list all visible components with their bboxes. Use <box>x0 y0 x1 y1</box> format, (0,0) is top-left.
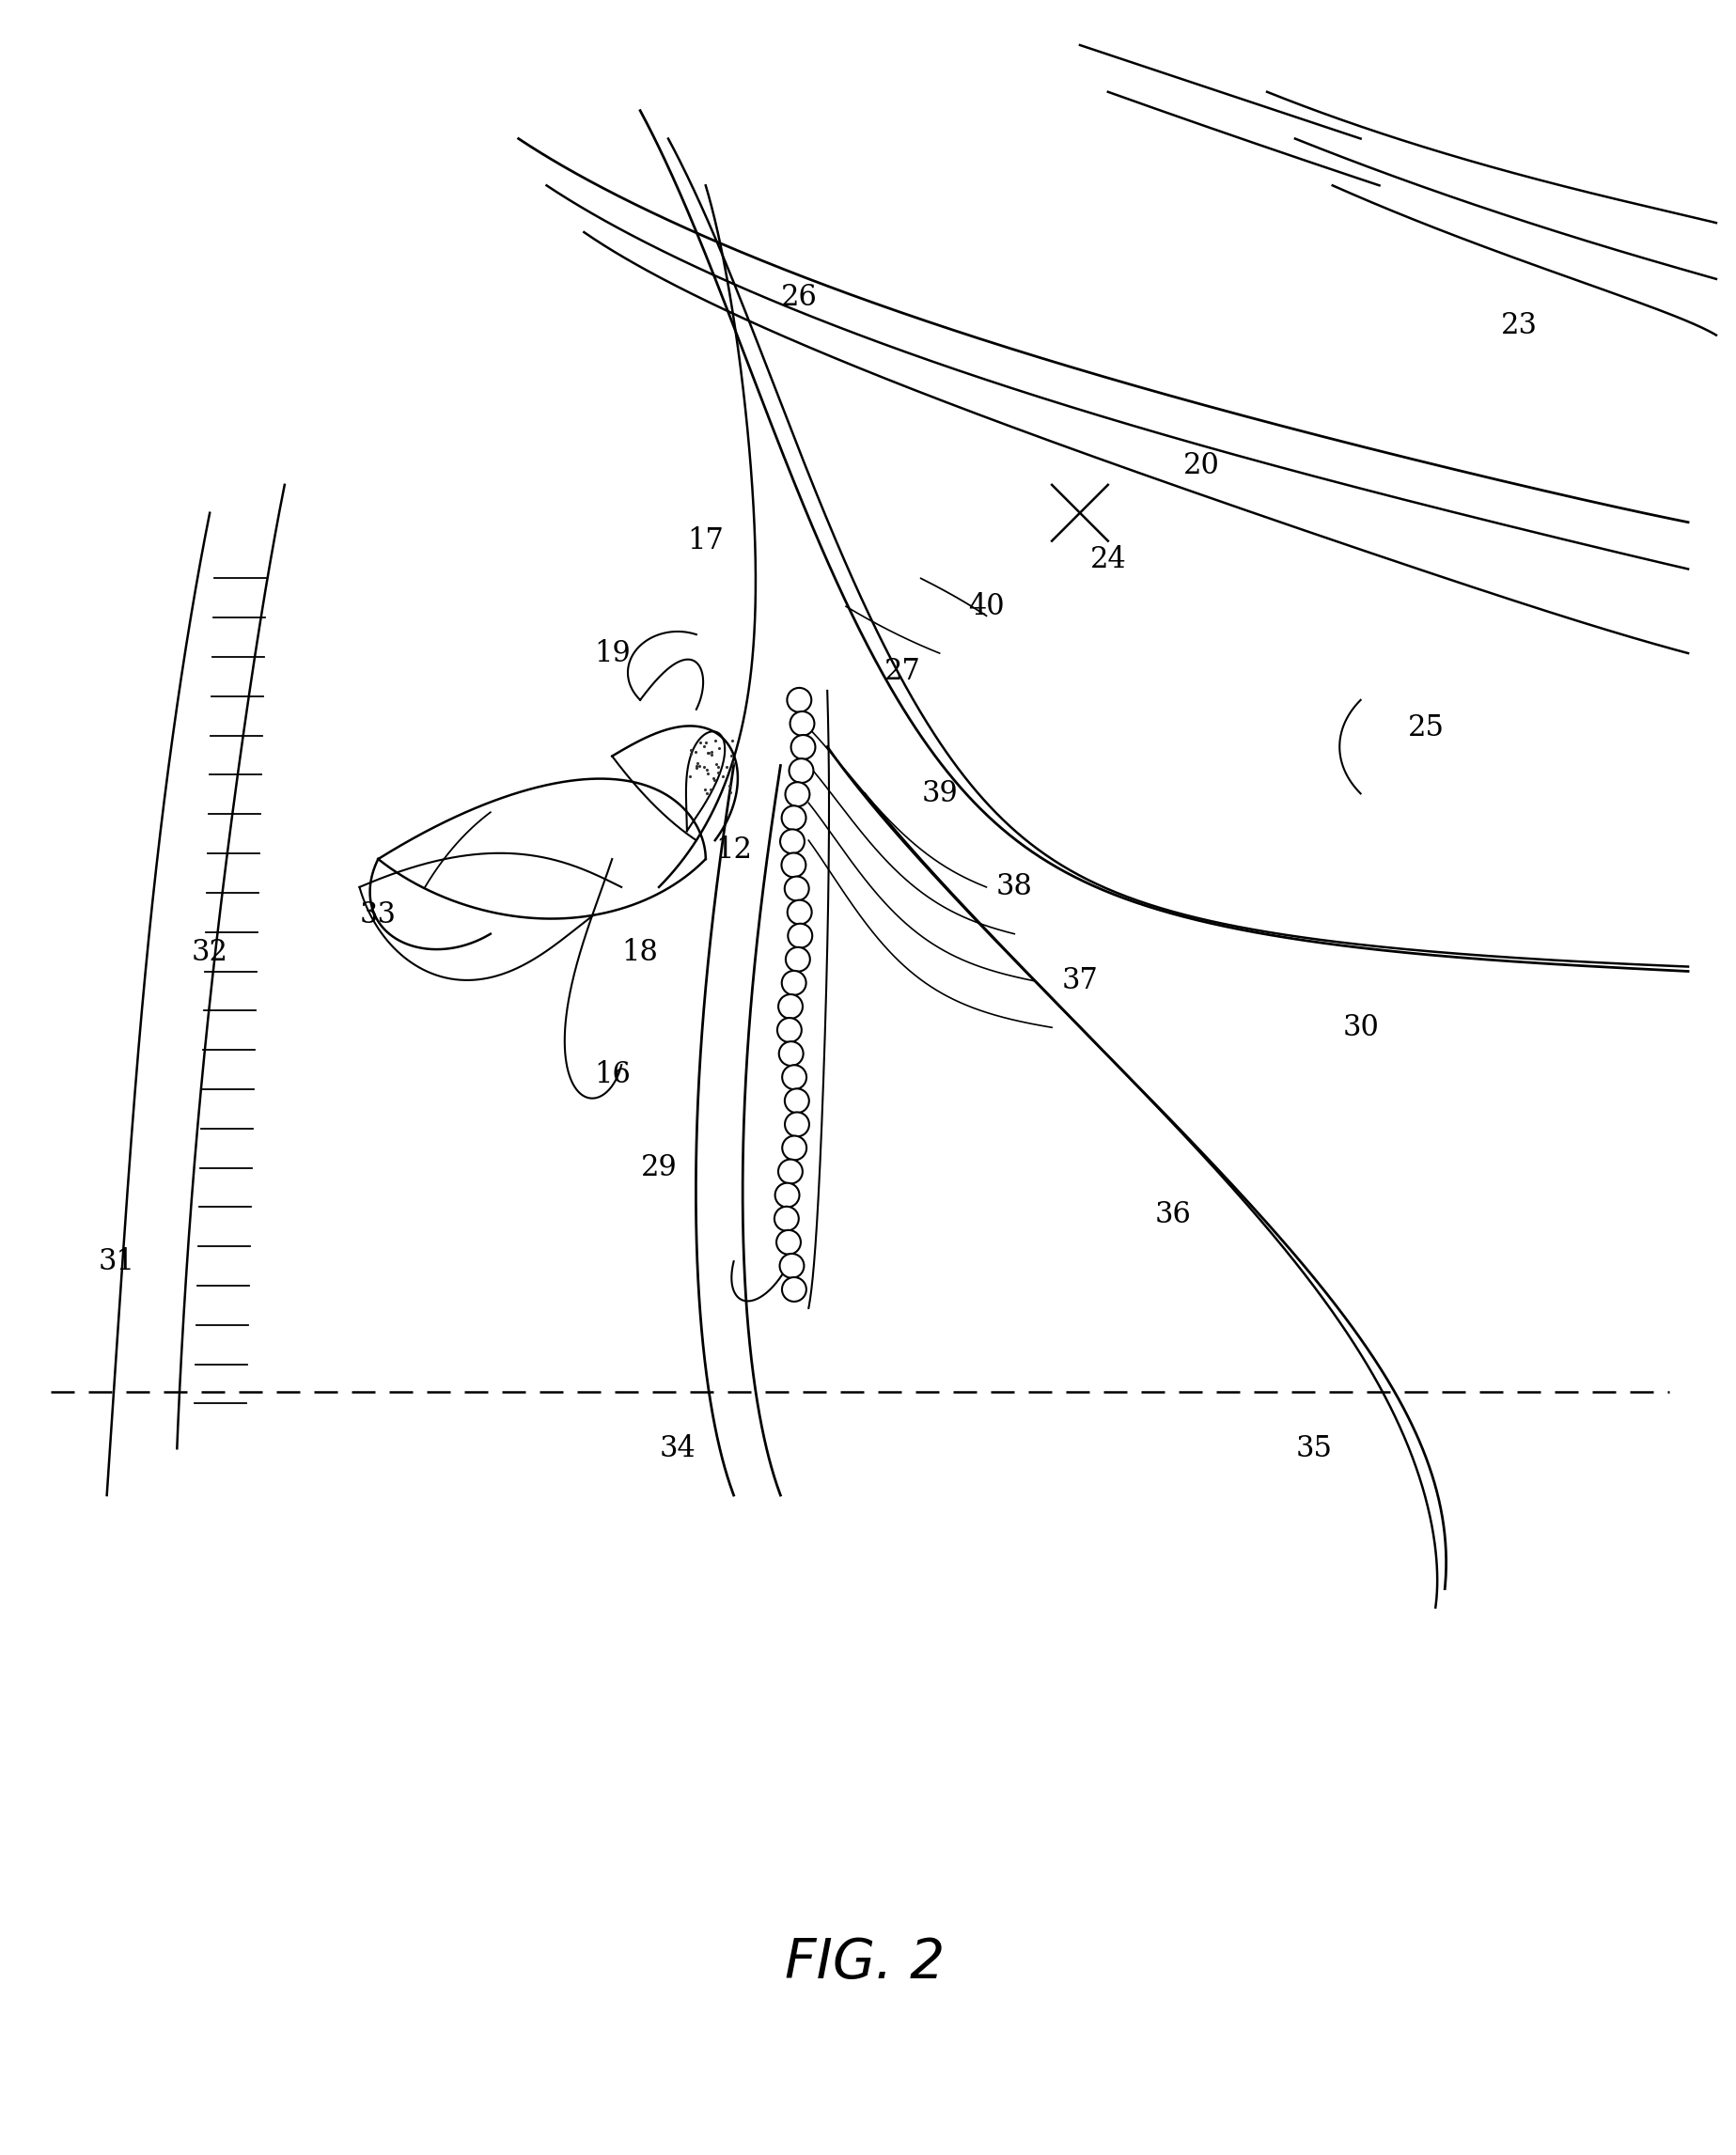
Text: 40: 40 <box>969 593 1005 621</box>
Text: 17: 17 <box>687 526 724 556</box>
Circle shape <box>786 687 811 711</box>
Circle shape <box>790 759 814 782</box>
Circle shape <box>792 735 816 759</box>
Circle shape <box>776 1231 800 1254</box>
Text: 19: 19 <box>594 638 630 668</box>
Text: 23: 23 <box>1502 310 1538 340</box>
Text: 12: 12 <box>715 836 752 864</box>
Text: FIG. 2: FIG. 2 <box>785 1935 944 1989</box>
Circle shape <box>781 853 806 877</box>
Circle shape <box>783 1136 807 1159</box>
Text: 26: 26 <box>781 282 818 312</box>
Text: 20: 20 <box>1184 453 1220 481</box>
Circle shape <box>788 901 812 924</box>
Circle shape <box>779 1041 804 1067</box>
Circle shape <box>785 1112 809 1136</box>
Circle shape <box>783 1065 807 1090</box>
Text: 36: 36 <box>1154 1200 1191 1228</box>
Circle shape <box>774 1183 799 1207</box>
Text: 33: 33 <box>359 901 396 929</box>
Text: 31: 31 <box>97 1248 134 1276</box>
Circle shape <box>778 1159 802 1183</box>
Circle shape <box>785 782 809 806</box>
Text: 18: 18 <box>621 937 658 968</box>
Circle shape <box>785 1088 809 1112</box>
Circle shape <box>778 993 802 1019</box>
Text: 37: 37 <box>1062 965 1099 996</box>
Circle shape <box>790 711 814 735</box>
Text: 29: 29 <box>641 1153 677 1183</box>
Circle shape <box>786 948 811 972</box>
Circle shape <box>774 1207 799 1231</box>
Text: 39: 39 <box>922 778 958 808</box>
Circle shape <box>779 830 804 853</box>
Circle shape <box>781 970 806 996</box>
Text: 32: 32 <box>191 937 227 968</box>
Text: 27: 27 <box>884 657 920 687</box>
Circle shape <box>788 924 812 948</box>
Circle shape <box>779 1254 804 1278</box>
Text: 38: 38 <box>996 873 1033 901</box>
Circle shape <box>781 806 806 830</box>
Text: 25: 25 <box>1408 713 1444 743</box>
Text: 16: 16 <box>594 1060 630 1088</box>
Text: 35: 35 <box>1295 1433 1332 1463</box>
Text: 34: 34 <box>660 1433 696 1463</box>
Circle shape <box>781 1278 806 1302</box>
Circle shape <box>778 1017 802 1043</box>
Text: 30: 30 <box>1342 1013 1378 1043</box>
Text: 24: 24 <box>1090 545 1127 573</box>
Circle shape <box>785 877 809 901</box>
